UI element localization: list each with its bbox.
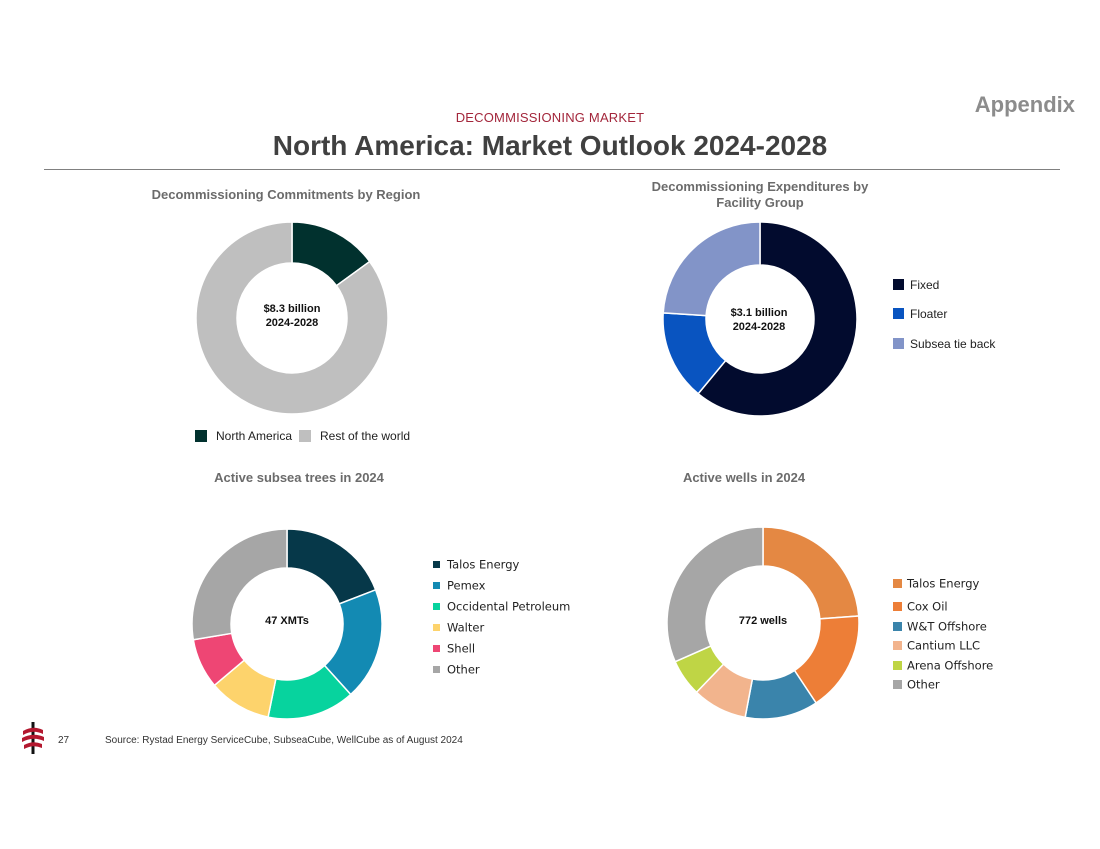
legend-swatch [893,338,904,350]
legend-item: North America [195,428,292,443]
donut-slice-talos-energy [762,526,860,620]
legend-item: W&T Offshore [893,619,987,634]
legend-swatch [893,661,902,670]
legend-label: Cantium LLC [907,638,981,653]
donut-slice-other [191,528,288,641]
chart-title-line2: Facility Group [716,195,804,210]
center-label-line1: $3.1 billion [730,307,788,319]
legend-label: Cox Oil [907,599,948,614]
donut-chart-commitments [195,221,389,415]
legend-item: Floater [893,306,947,321]
legend-swatch [893,602,902,611]
legend-label: Floater [910,306,948,321]
center-label-active-wells: 772 wells [738,615,788,627]
legend-item: Talos Energy [893,576,979,591]
title-divider [44,169,1060,170]
legend-item: Pemex [433,578,485,593]
legend-swatch [195,429,207,442]
legend-label: Other [447,662,480,677]
chart-title-commitments: Decommissioning Commitments by Region [151,187,421,202]
legend-swatch [433,645,440,652]
chart-title-expenditures: Decommissioning Expenditures by Facility… [610,179,910,211]
legend-item: Fixed [893,277,939,292]
legend-item: Subsea tie back [893,336,995,351]
legend-item: Cox Oil [893,599,948,614]
legend-swatch [433,624,440,631]
donut-slice-subsea-tie-back [662,221,761,317]
legend-swatch [433,603,440,610]
page-title: North America: Market Outlook 2024-2028 [272,130,828,161]
legend-label: Talos Energy [907,576,980,591]
donut-slice-rest-of-the-world [195,221,389,415]
center-label-commitments: $8.3 billion 2024-2028 [236,302,348,330]
source-note: Source: Rystad Energy ServiceCube, Subse… [105,735,463,746]
page-number: 27 [58,735,70,746]
donut-slice-other [666,526,764,663]
legend-item: Occidental Petroleum [433,599,570,614]
legend-item: Walter [433,620,484,635]
legend-label: Shell [447,641,476,656]
legend-swatch [433,582,440,589]
legend-swatch [299,429,311,442]
legend-swatch [893,579,902,588]
legend-swatch [893,279,904,291]
legend-item: Other [433,662,480,677]
donut-chart-subsea-trees [191,528,383,720]
center-label-expenditures: $3.1 billion 2024-2028 [703,306,815,334]
donut-slice-fixed [697,221,858,417]
section-kicker: DECOMMISSIONING MARKET [455,110,645,125]
donut-chart-expenditures [662,221,858,417]
legend-item: Shell [433,641,475,656]
legend-label: Pemex [447,578,486,593]
donut-slice-talos-energy [286,528,377,605]
center-label-line1: $8.3 billion [263,303,321,315]
legend-label: Arena Offshore [907,658,994,673]
legend-label: Fixed [910,277,940,292]
legend-label: North America [216,428,293,443]
legend-label: Occidental Petroleum [447,599,571,614]
legend-item: Arena Offshore [893,658,993,673]
legend-item: Other [893,677,940,692]
legend-label: Talos Energy [447,557,520,572]
legend-label: Walter [447,620,485,635]
appendix-label: Appendix [974,92,1075,117]
legend-swatch [893,680,902,689]
legend-swatch [433,666,440,673]
legend-swatch [893,622,902,631]
center-label-subsea-trees: 47 XMTs [265,615,309,627]
legend-label: Other [907,677,940,692]
company-logo-icon [22,722,44,754]
legend-label: W&T Offshore [907,619,987,634]
chart-title-subsea-trees: Active subsea trees in 2024 [214,470,384,485]
legend-swatch [893,308,904,320]
legend-swatch [433,561,440,568]
legend-item: Talos Energy [433,557,519,572]
legend-swatch [893,641,902,650]
chart-title-line1: Decommissioning Expenditures by [651,179,869,194]
center-label-line2: 2024-2028 [732,321,786,333]
legend-item: Cantium LLC [893,638,980,653]
center-label-line2: 2024-2028 [265,317,319,329]
legend-item: Rest of the world [299,428,410,443]
chart-title-active-wells: Active wells in 2024 [682,470,806,485]
legend-label: Subsea tie back [910,336,996,351]
legend-label: Rest of the world [320,428,411,443]
donut-chart-active-wells [666,526,860,720]
